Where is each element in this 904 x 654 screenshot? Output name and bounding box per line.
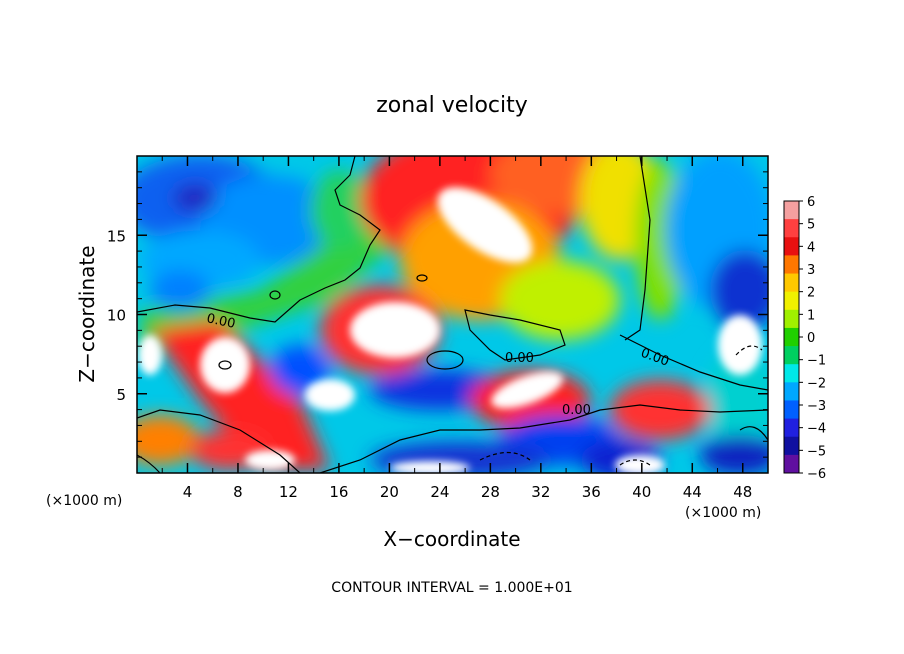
x-axis: 4 8 12 16 20 24 28 32 36 40 44 48 [161, 156, 752, 501]
colorbar-tick-label: −1 [807, 354, 826, 369]
colorbar-tick-label: 6 [807, 195, 815, 210]
colorbar-swatch [784, 219, 799, 238]
y-tick-label: 5 [116, 386, 126, 404]
x-tick-label: 40 [632, 483, 651, 501]
colorbar-tick-label: −3 [807, 399, 826, 414]
colorbar-swatch [784, 418, 799, 438]
x-tick-label: 32 [531, 483, 550, 501]
colorbar-swatch [784, 346, 799, 365]
x-axis-label: X−coordinate [383, 527, 520, 551]
colorbar-tick-label: −5 [807, 444, 826, 459]
colorbar-swatch [784, 327, 799, 347]
colorbar: 6 5 4 3 2 1 0 −1 −2 −3 −4 −5 −6 [783, 195, 826, 482]
colorbar-swatch [784, 400, 799, 420]
x-tick-label: 36 [582, 483, 601, 501]
colorbar-swatch [784, 436, 799, 456]
colorbar-swatch [784, 255, 799, 275]
x-unit-right: (×1000 m) [685, 505, 761, 521]
contour-interval-note: CONTOUR INTERVAL = 1.000E+01 [331, 580, 572, 596]
colorbar-tick-label: −2 [807, 376, 826, 391]
contour-label: 0.00 [505, 351, 534, 366]
colorbar-tick-label: 5 [807, 218, 815, 233]
chart-title: zonal velocity [376, 93, 528, 118]
x-tick-label: 44 [683, 483, 702, 501]
colorbar-tick-label: 3 [807, 263, 815, 278]
contour-label: 0.00 [562, 403, 591, 418]
colorbar-swatch [784, 454, 799, 474]
colorbar-swatch [784, 364, 799, 383]
colorbar-swatch [784, 309, 799, 329]
y-tick-label: 15 [107, 227, 126, 245]
contour-label-group: 0.00 0.00 0.00 0.00 [205, 311, 671, 418]
colorbar-tick-label: 4 [807, 240, 815, 255]
x-tick-label: 4 [183, 483, 193, 501]
y-axis-label: Z−coordinate [75, 245, 99, 382]
colorbar-tick-label: 0 [807, 331, 815, 346]
colorbar-swatch [784, 291, 799, 311]
colorbar-tick-label: −4 [807, 422, 826, 437]
colorbar-swatch [784, 201, 799, 220]
heatmap-field [137, 156, 768, 473]
x-tick-label: 16 [329, 483, 348, 501]
x-tick-label: 20 [380, 483, 399, 501]
colorbar-swatch [784, 273, 799, 293]
contour-lines [137, 156, 768, 473]
contour-label: 0.00 [205, 311, 236, 332]
x-unit-left: (×1000 m) [46, 493, 122, 509]
colorbar-tick-label: 2 [807, 286, 815, 301]
y-axis: 5 10 15 [107, 171, 768, 458]
colorbar-swatch [784, 382, 799, 401]
colorbar-tick-label: −6 [807, 467, 826, 482]
x-tick-label: 8 [233, 483, 243, 501]
colorbar-swatch [784, 237, 799, 256]
y-tick-label: 10 [107, 307, 126, 325]
x-tick-label: 48 [733, 483, 752, 501]
x-tick-label: 12 [279, 483, 298, 501]
x-tick-label: 28 [481, 483, 500, 501]
x-tick-label: 24 [430, 483, 449, 501]
colorbar-tick-label: 1 [807, 308, 815, 323]
